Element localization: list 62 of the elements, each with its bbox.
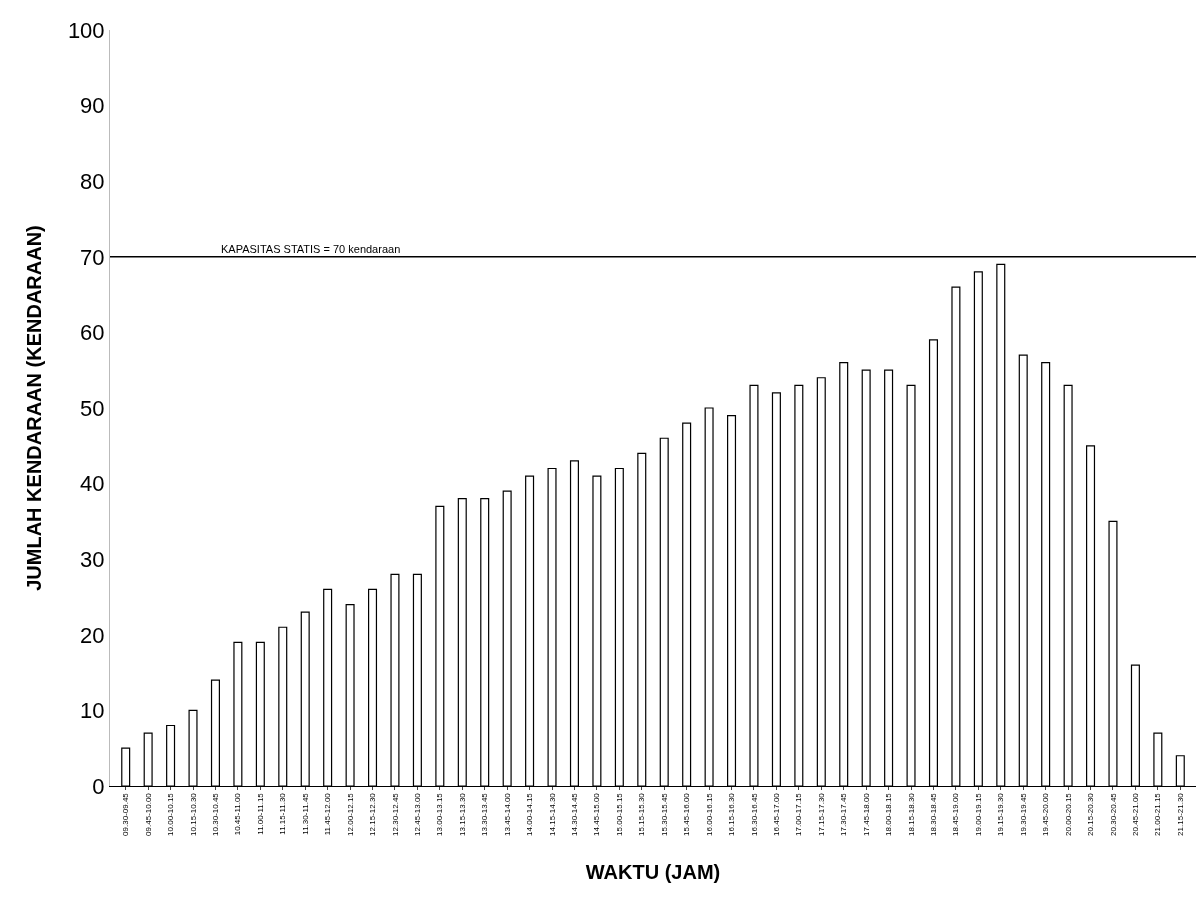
y-tick-label: 30 [80, 546, 105, 572]
x-tick-label: 09.30-09.45 [121, 792, 131, 836]
x-tick-label: 13.30-13.45 [480, 792, 490, 836]
x-tick-label: 19.00-19.15 [973, 792, 983, 836]
x-tick-label: 16.15-16.30 [727, 792, 737, 836]
x-tick-label: 17.30-17.45 [839, 792, 849, 836]
x-tick-label: 12.00-12.15 [345, 792, 355, 836]
x-tick-label: 20.45-21.00 [1131, 792, 1141, 836]
x-tick-label: 16.30-16.45 [749, 792, 759, 836]
x-tick-label: 21.00-21.15 [1153, 792, 1163, 836]
x-tick-label: 12.30-12.45 [390, 792, 400, 836]
x-tick-label: 10.45-11.00 [233, 792, 243, 836]
x-tick-label: 15.45-16.00 [682, 792, 692, 836]
y-tick-label: 70 [80, 244, 105, 270]
x-tick-label: 19.15-19.30 [996, 792, 1006, 836]
x-tick-label: 18.30-18.45 [929, 792, 939, 836]
x-tick-label: 18.45-19.00 [951, 792, 961, 836]
x-tick-label: 15.30-15.45 [659, 792, 669, 836]
y-axis-title: JUMLAH KENDARAAN (KENDARAAN) [23, 225, 46, 591]
x-tick-label: 20.15-20.30 [1086, 792, 1096, 836]
x-tick-label: 18.15-18.30 [906, 792, 916, 836]
y-tick-label: 20 [80, 622, 105, 648]
x-tick-label: 17.00-17.15 [794, 792, 804, 836]
x-tick-label: 13.15-13.30 [457, 792, 467, 836]
x-tick-label: 13.45-14.00 [502, 792, 512, 836]
x-tick-label: 11.30-11.45 [300, 792, 310, 835]
x-tick-label: 10.00-10.15 [166, 792, 176, 836]
x-tick-label: 11.15-11.30 [278, 792, 288, 835]
x-tick-label: 11.00-11.15 [255, 792, 265, 835]
x-tick-label: 14.30-14.45 [570, 792, 580, 836]
y-tick-label: 90 [80, 93, 105, 119]
x-tick-label: 18.00-18.15 [884, 792, 894, 836]
x-tick-label: 09.45-10.00 [143, 792, 153, 836]
x-tick-label: 16.45-17.00 [772, 792, 782, 836]
x-tick-label: 19.30-19.45 [1018, 792, 1028, 836]
y-tick-label: 0 [92, 773, 105, 799]
x-tick-label: 11.45-12.00 [323, 792, 333, 836]
x-tick-label: 17.45-18.00 [861, 792, 871, 836]
x-tick-label: 21.15-21.30 [1175, 792, 1185, 836]
x-axis-title: WAKTU (JAM) [585, 861, 721, 884]
x-tick-label: 20.30-20.45 [1108, 792, 1118, 836]
x-tick-label: 10.15-10.30 [188, 792, 198, 836]
x-tick-label: 15.00-15.15 [614, 792, 624, 836]
x-tick-label: 19.45-20.00 [1041, 792, 1051, 836]
x-tick-label: 17.15-17.30 [816, 792, 826, 836]
x-tick-label: 15.15-15.30 [637, 792, 647, 836]
x-tick-label: 13.00-13.15 [435, 792, 445, 836]
x-tick-label: 12.45-13.00 [413, 792, 422, 836]
x-tick-label: 16.00-16.15 [704, 792, 714, 836]
x-tick-label: 14.00-14.15 [525, 792, 535, 836]
x-tick-label: 20.00-20.15 [1063, 792, 1073, 836]
y-tick-label: 80 [80, 168, 105, 194]
x-tick-label: 12.15-12.30 [368, 792, 378, 836]
y-tick-label: 50 [80, 395, 105, 421]
y-tick-label: 100 [67, 17, 105, 43]
ref-line-label: KAPASITAS STATIS = 70 kendaraan [221, 243, 401, 255]
y-tick-label: 10 [80, 698, 105, 724]
y-tick-label: 40 [80, 471, 105, 497]
x-tick-label: 14.45-15.00 [592, 792, 602, 836]
x-tick-label: 10.30-10.45 [211, 792, 221, 836]
y-tick-label: 60 [80, 320, 105, 346]
x-tick-label: 14.15-14.30 [547, 792, 557, 836]
